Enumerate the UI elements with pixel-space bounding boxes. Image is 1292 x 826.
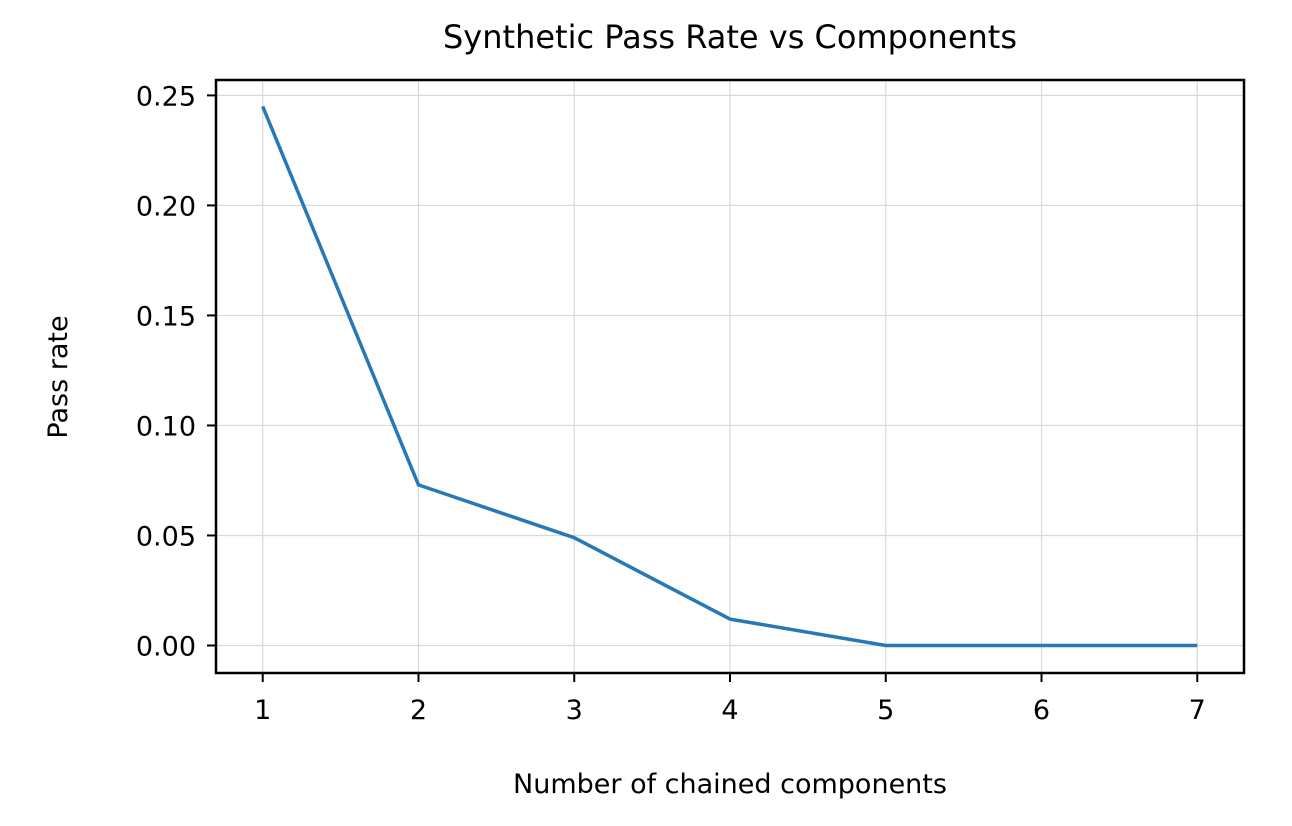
x-tick-label: 7 <box>1189 695 1206 726</box>
x-tick-label: 5 <box>877 695 894 726</box>
x-axis-ticks: 1 2 3 4 5 6 7 <box>254 673 1206 726</box>
x-axis-label: Number of chained components <box>513 769 947 800</box>
x-tick-label: 4 <box>721 695 738 726</box>
series-line <box>261 105 1198 648</box>
chart-title: Synthetic Pass Rate vs Components <box>443 18 1017 56</box>
y-tick-label: 0.25 <box>136 81 196 112</box>
x-tick-label: 2 <box>410 695 427 726</box>
y-axis-label: Pass rate <box>43 315 74 438</box>
plot-frame <box>214 78 1246 675</box>
series-layer <box>261 105 1198 648</box>
y-tick-label: 0.10 <box>136 411 196 442</box>
grid-layer <box>216 80 1244 673</box>
y-axis-ticks: 0.00 0.05 0.10 0.15 0.20 0.25 <box>136 81 216 662</box>
y-tick-label: 0.00 <box>136 631 196 662</box>
y-tick-label: 0.05 <box>136 521 196 552</box>
y-tick-label: 0.20 <box>136 191 196 222</box>
y-tick-label: 0.15 <box>136 301 196 332</box>
x-tick-label: 6 <box>1033 695 1050 726</box>
x-tick-label: 1 <box>254 695 271 726</box>
x-tick-label: 3 <box>566 695 583 726</box>
